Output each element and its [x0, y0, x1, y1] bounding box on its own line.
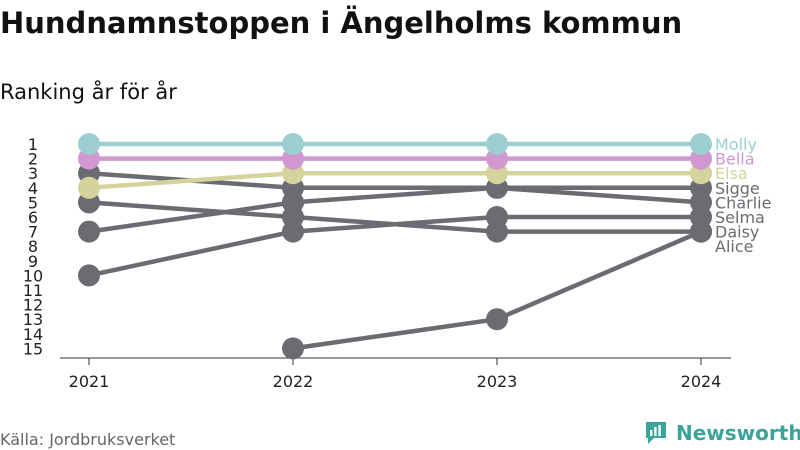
y-tick-label-9: 9: [28, 252, 38, 271]
y-tick-label-15: 15: [23, 339, 43, 358]
end-label-elsa: Elsa: [715, 164, 748, 183]
point-selma-2023: [486, 206, 508, 228]
end-label-bella: Bella: [715, 150, 755, 169]
y-tick-label-7: 7: [28, 223, 38, 242]
newsworthy-icon: [646, 422, 666, 444]
point-alice-2023: [486, 308, 508, 331]
end-label-molly: Molly: [715, 135, 757, 154]
x-tick-label-2023: 2023: [477, 372, 518, 391]
point-molly-2021: [78, 133, 100, 155]
end-label-alice: Alice: [715, 237, 753, 256]
point-selma-2021: [78, 264, 100, 287]
series-line-elsa: [86, 170, 704, 191]
y-tick-label-5: 5: [28, 193, 38, 212]
y-tick-label-6: 6: [28, 208, 38, 227]
chart-title: Hundnamnstoppen i Ängelholms kommun: [0, 6, 683, 40]
source-note: Källa: Jordbruksverket: [0, 430, 176, 449]
y-tick-label-1: 1: [28, 135, 38, 154]
point-molly-2024: [690, 133, 712, 155]
y-tick-label-3: 3: [28, 164, 38, 183]
point-series-8-2021: [78, 220, 100, 243]
y-tick-label-2: 2: [28, 150, 38, 169]
y-tick-label-4: 4: [28, 179, 38, 198]
end-label-charlie: Charlie: [715, 193, 771, 212]
end-label-selma: Selma: [715, 208, 765, 227]
series-line-alice: [290, 229, 704, 351]
y-tick-label-14: 14: [23, 325, 43, 344]
point-molly-2023: [486, 133, 508, 155]
newsworthy-logo: Newsworthy: [644, 420, 800, 446]
end-label-sigge: Sigge: [715, 179, 760, 198]
point-molly-2022: [282, 133, 304, 155]
x-tick-label-2022: 2022: [273, 372, 314, 391]
chart-subtitle: Ranking år för år: [0, 80, 177, 104]
brand-name: Newsworthy: [676, 421, 800, 445]
x-tick-label-2024: 2024: [681, 372, 722, 391]
point-selma-2022: [282, 220, 304, 243]
series-line-series-8: [86, 200, 296, 234]
y-tick-label-10: 10: [23, 266, 43, 285]
y-tick-label-11: 11: [23, 281, 43, 300]
y-tick-label-8: 8: [28, 237, 38, 256]
series-line-selma: [86, 214, 704, 278]
point-elsa-2021: [78, 176, 100, 199]
x-tick-label-2021: 2021: [69, 372, 110, 391]
y-tick-label-12: 12: [23, 296, 43, 315]
bump-chart: 2021 2022 2023 2024123456789101112131415Mol…: [23, 133, 771, 391]
point-alice-2022: [282, 337, 304, 360]
y-tick-label-13: 13: [23, 310, 43, 329]
end-label-daisy: Daisy: [715, 223, 759, 242]
